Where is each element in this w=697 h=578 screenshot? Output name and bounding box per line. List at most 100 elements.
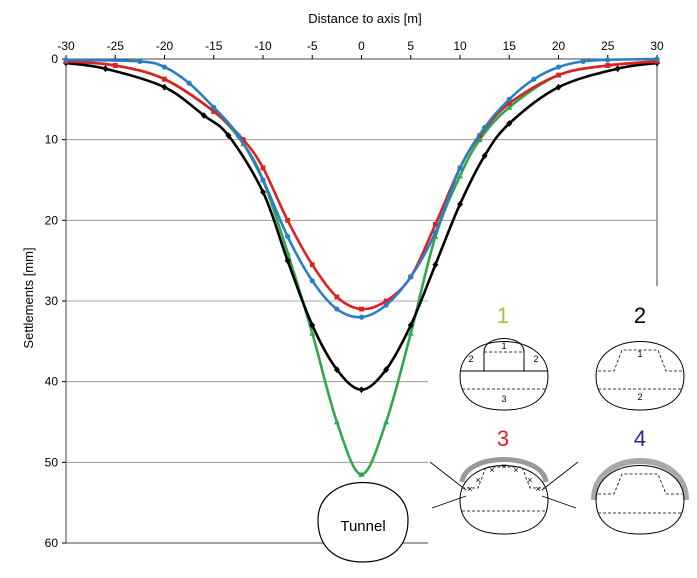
inset-3-number: 3 (497, 426, 509, 451)
series-4-point-11 (383, 302, 389, 308)
inset-3-mark-7: × (535, 484, 540, 494)
series-4-point-2 (161, 64, 168, 70)
series-1-point-15 (506, 104, 513, 110)
series-1-point-7 (309, 330, 316, 336)
inset-1-label-3: 3 (501, 394, 506, 404)
series-2-point-6 (284, 257, 291, 265)
tunnel-outline (317, 481, 409, 563)
series-3-point-1 (112, 63, 118, 68)
series-4-point-16 (506, 96, 512, 102)
series-3-point-9 (359, 306, 364, 312)
series-4-point-3 (186, 80, 192, 86)
inset-1-label-2b: 2 (533, 354, 538, 364)
series-4-point-20 (605, 57, 611, 63)
inset-1-outline (459, 341, 549, 411)
series-4-point-6 (260, 177, 266, 183)
x-axis-ticks: -30 -25 -20 -15 -10 -5 0 5 10 15 20 25 30 (57, 39, 664, 59)
series-4-point-4 (211, 104, 217, 110)
series-2-point-10 (383, 366, 390, 373)
series-4-point-19 (580, 58, 586, 65)
series-4-point-5 (235, 133, 241, 139)
tunnel-diagram: Tunnel (317, 481, 409, 563)
inset-3-outline (459, 465, 549, 535)
series-2-point-7 (309, 321, 316, 329)
series-3-point-4 (240, 137, 246, 143)
series-3-point-2 (162, 76, 167, 82)
series-3-point-15 (506, 100, 512, 106)
series-3-point-17 (605, 63, 611, 68)
series-2-point-4 (225, 132, 232, 140)
inset-4-core (598, 473, 682, 495)
x-tick-label-4: -10 (254, 39, 272, 53)
tunnel-label: Tunnel (340, 518, 385, 535)
series-layer (63, 56, 660, 477)
series-3-point-5 (260, 165, 266, 171)
series-4-point-10 (358, 314, 365, 320)
inset-1-number: 1 (497, 303, 509, 328)
x-tick-label-5: -5 (307, 39, 318, 53)
series-2-point-13 (457, 200, 463, 208)
series-4-point-17 (531, 76, 537, 82)
x-tick-label-6: 0 (358, 39, 365, 53)
series-2-point-1 (102, 65, 109, 73)
series-2-point-12 (432, 261, 439, 269)
inset-background (428, 286, 692, 568)
inset-4-outline (595, 465, 685, 535)
series-2-point-3 (200, 112, 207, 119)
inset-3-mark-4: × (475, 475, 480, 485)
series-4-point-7 (285, 233, 291, 240)
series-1-point-10 (383, 418, 390, 425)
inset-2-label-1: 1 (637, 349, 642, 359)
inset-3-bolt-1 (429, 461, 467, 491)
series-3-point-6 (285, 217, 291, 223)
inset-3-mark-2: × (501, 461, 506, 471)
inset-3-mark-3: × (513, 465, 518, 475)
series-1-point-14 (476, 136, 483, 143)
x-tick-label-0: -30 (57, 39, 75, 53)
x-tick-label-1: -25 (107, 39, 125, 53)
inset-3-mark-6: × (467, 484, 472, 494)
series-4-point-8 (309, 278, 315, 284)
x-axis-title: Distance to axis [m] (308, 11, 421, 26)
series-1-point-11 (407, 330, 414, 336)
x-tick-label-10: 20 (552, 39, 566, 53)
y-tick-label-1: 10 (45, 133, 59, 147)
series-2-point-11 (407, 321, 414, 329)
y-tick-label-2: 20 (45, 213, 59, 227)
x-tick-label-11: 25 (601, 39, 615, 53)
series-2-point-16 (555, 83, 562, 91)
x-tick-label-2: -20 (156, 39, 174, 53)
series-4-point-21 (654, 56, 660, 62)
series-4-point-1 (137, 58, 143, 65)
x-tick-label-12: 30 (650, 39, 664, 53)
series-3-line (65, 60, 658, 311)
y-axis-title: Settlements [mm] (21, 247, 36, 348)
inset-3-core (462, 466, 546, 489)
inset-3-bolt-2 (431, 495, 467, 509)
series-3-point-16 (556, 72, 561, 78)
series-1-point-8 (333, 418, 340, 425)
inset-2-label-2: 2 (637, 392, 642, 402)
inset-4-excavation-scheme: 4 (591, 426, 689, 535)
inset-4-number: 4 (634, 426, 646, 451)
x-tick-label-3: -15 (205, 39, 223, 53)
series-2-point-14 (481, 152, 488, 160)
series-3-point-3 (211, 109, 217, 114)
series-3 (63, 59, 660, 312)
x-tick-label-9: 15 (503, 39, 517, 53)
series-2-point-5 (260, 188, 266, 196)
inset-1-label-1: 1 (501, 341, 506, 351)
inset-3-umbrella (459, 457, 549, 483)
series-4-point-13 (432, 229, 438, 236)
y-tick-label-4: 40 (45, 375, 59, 389)
series-2-point-9 (358, 386, 365, 394)
series-4-line (65, 57, 658, 319)
inset-2-outline (595, 341, 685, 411)
inset-3-bolt-4 (541, 495, 577, 509)
series-3-point-7 (309, 262, 315, 268)
inset-1-label-2a: 2 (468, 354, 473, 364)
series-3-point-8 (334, 294, 340, 300)
series-4-point-18 (555, 64, 562, 70)
inset-4-pre-lining (591, 458, 689, 501)
